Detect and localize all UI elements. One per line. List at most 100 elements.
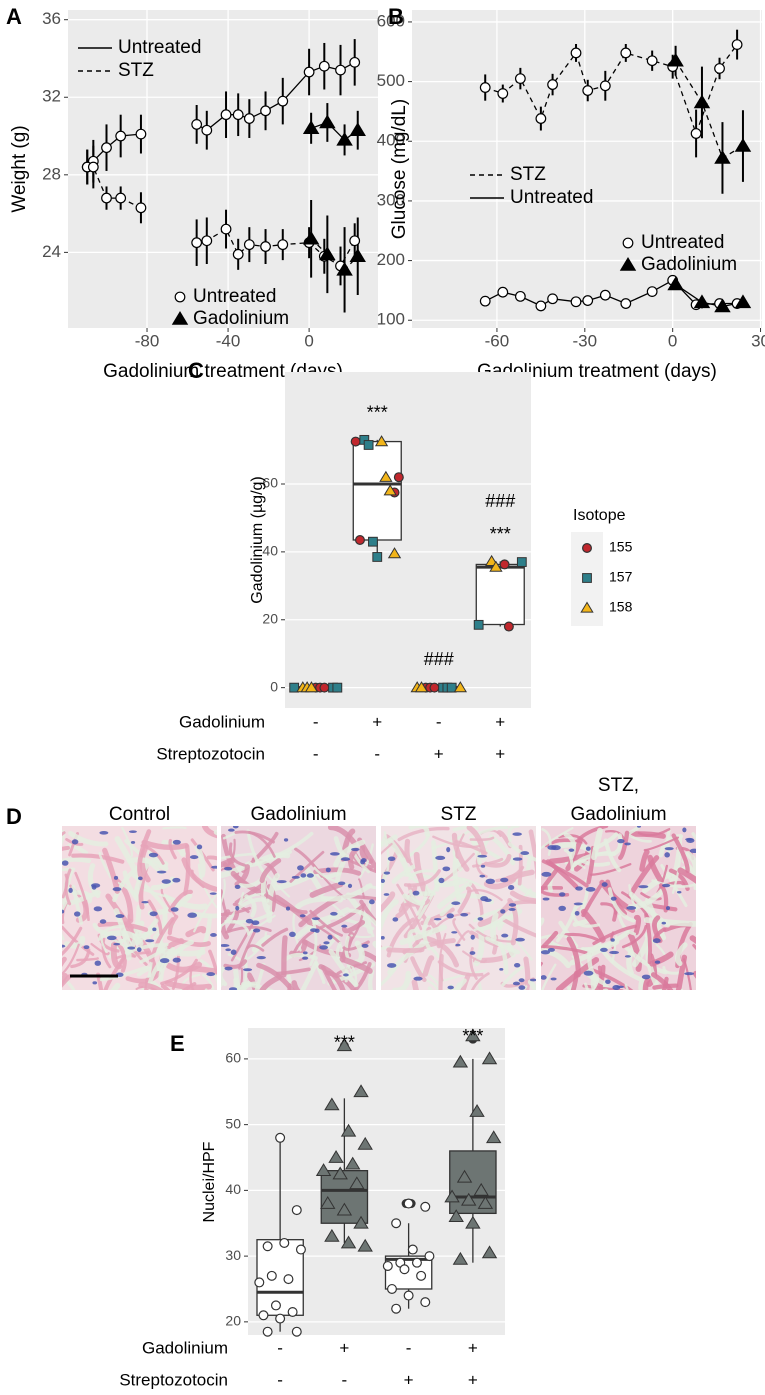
histology-image xyxy=(62,826,217,990)
fiber xyxy=(571,913,601,928)
nucleus xyxy=(113,875,119,880)
nucleus xyxy=(641,974,651,980)
data-point xyxy=(382,1260,393,1271)
fiber xyxy=(462,950,488,963)
nucleus xyxy=(302,956,309,960)
x-tick-label: -80 xyxy=(135,331,160,350)
y-tick-label: 60 xyxy=(262,475,278,491)
row-value: - xyxy=(374,744,380,763)
fiber xyxy=(160,958,198,986)
x-tick-label: 0 xyxy=(304,331,313,350)
fiber xyxy=(387,941,426,975)
data-point xyxy=(324,1097,340,1111)
fiber xyxy=(593,983,598,990)
nucleus xyxy=(585,846,591,851)
fiber xyxy=(381,871,388,894)
data-point xyxy=(481,1245,498,1259)
fiber xyxy=(633,914,642,936)
data-point xyxy=(349,122,366,136)
nucleus xyxy=(329,852,340,856)
fiber xyxy=(160,888,177,917)
fiber xyxy=(326,903,366,929)
data-point xyxy=(414,681,429,693)
data-point xyxy=(416,1270,427,1281)
fiber xyxy=(427,986,433,990)
data-point xyxy=(318,60,330,72)
fiber xyxy=(185,926,207,938)
data-point xyxy=(535,300,547,312)
y-tick-label: 36 xyxy=(42,9,61,28)
nucleus xyxy=(558,905,566,911)
fiber xyxy=(507,826,520,843)
nucleus xyxy=(62,909,65,914)
fiber xyxy=(87,863,101,898)
fiber xyxy=(76,957,99,962)
data-point xyxy=(220,109,232,121)
fiber xyxy=(522,985,528,990)
fiber xyxy=(643,917,696,927)
nucleus xyxy=(513,963,521,968)
fiber xyxy=(513,937,533,961)
nucleus xyxy=(127,946,136,950)
data-point xyxy=(270,1300,281,1311)
data-point xyxy=(399,1264,410,1275)
nucleus xyxy=(477,917,484,921)
nucleus xyxy=(508,908,516,911)
nucleus xyxy=(62,944,66,948)
fiber xyxy=(422,955,435,977)
fiber xyxy=(507,842,536,862)
fiber xyxy=(457,886,472,914)
x-tick-label: -60 xyxy=(485,331,510,350)
fiber xyxy=(138,982,164,990)
fiber xyxy=(62,956,67,968)
fiber xyxy=(300,961,318,990)
data-point xyxy=(336,261,353,276)
legend-label: Untreated xyxy=(118,37,201,58)
histology-image xyxy=(221,826,376,990)
row-value: + xyxy=(495,744,505,763)
fiber xyxy=(483,853,512,868)
data-point xyxy=(387,547,402,559)
nucleus xyxy=(99,830,109,835)
fiber xyxy=(691,832,696,841)
data-point xyxy=(353,1084,369,1098)
data-point xyxy=(354,534,365,545)
fiber xyxy=(112,863,142,903)
data-point xyxy=(516,557,527,567)
annotation: *** xyxy=(334,1032,355,1052)
data-point xyxy=(335,64,346,76)
nucleus xyxy=(83,945,90,950)
fiber xyxy=(386,947,425,953)
fiber xyxy=(191,911,217,919)
nucleus xyxy=(383,871,391,875)
fiber xyxy=(188,965,217,975)
legend-label: Gadolinium xyxy=(193,308,289,329)
nucleus xyxy=(341,924,348,928)
nucleus xyxy=(172,957,181,963)
data-point xyxy=(489,560,503,572)
nucleus xyxy=(232,826,239,829)
fiber xyxy=(651,879,696,888)
fiber xyxy=(291,924,326,958)
fiber xyxy=(256,962,295,990)
nucleus xyxy=(297,865,304,871)
nucleus xyxy=(93,906,103,912)
nucleus xyxy=(624,842,631,846)
legend-title: Isotope xyxy=(573,507,626,524)
fiber xyxy=(110,982,121,990)
fiber xyxy=(649,951,674,967)
data-point xyxy=(453,681,467,693)
data-point xyxy=(344,1156,361,1170)
row-value: + xyxy=(372,712,382,731)
nucleus xyxy=(583,970,594,976)
nucleus xyxy=(299,914,306,918)
y-tick-label: 50 xyxy=(225,1115,241,1131)
fiber xyxy=(680,988,684,990)
fiber xyxy=(223,959,248,969)
nucleus xyxy=(684,972,695,976)
fiber xyxy=(542,944,593,956)
data-point xyxy=(363,440,374,450)
fiber xyxy=(74,871,90,915)
data-point xyxy=(302,120,320,135)
nucleus xyxy=(276,880,287,884)
